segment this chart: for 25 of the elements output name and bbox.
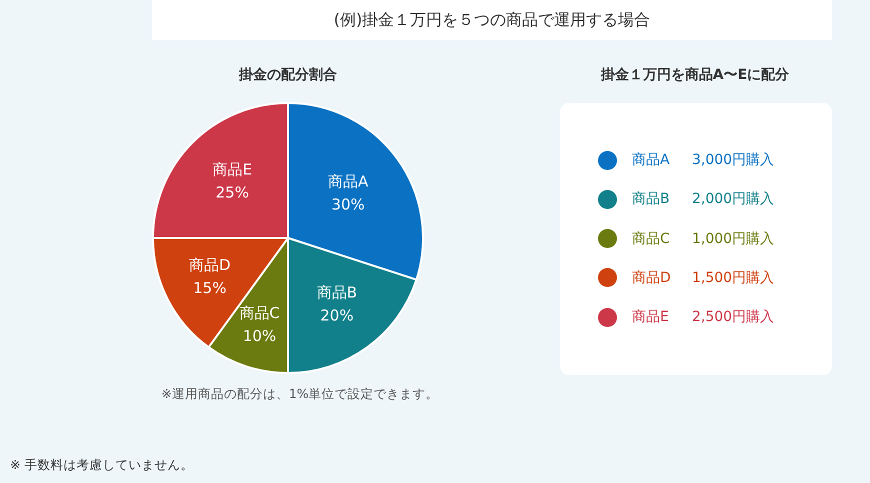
category-label: 商品B	[632, 190, 670, 208]
text: (例)掛金１万円を５つの商品で運用する場合	[334, 10, 650, 30]
slice-label: 商品D	[189, 256, 231, 274]
slice-label: 商品B	[316, 284, 358, 302]
category-label: 商品C	[632, 230, 670, 248]
data-label: 20%	[320, 306, 354, 325]
text: 掛金１万円を商品A〜Eに配分	[600, 66, 790, 84]
text: 2,500円購入	[692, 309, 774, 326]
text: 1,500円購入	[692, 270, 774, 286]
data-label: 10%	[242, 327, 276, 346]
category-label: 商品E	[632, 308, 669, 326]
slice-label: 商品A	[328, 172, 369, 191]
data-label: 25%	[216, 184, 249, 202]
text: ※ 手数料は考慮していません。	[10, 457, 194, 473]
data-label: 15%	[193, 279, 226, 298]
slice-label: 商品E	[212, 160, 252, 179]
text: ※運用商品の配分は、1%単位で設定できます。	[161, 386, 439, 402]
category-label: 商品A	[632, 151, 670, 169]
text: 1,000円購入	[692, 230, 774, 247]
data-label: 30%	[331, 196, 365, 214]
chart-subtitle: 掛金の配分割合	[239, 66, 337, 84]
text: 3,000円購入	[692, 152, 774, 168]
category-label: 商品D	[632, 268, 671, 287]
slice-label: 商品C	[239, 304, 280, 322]
text: 2,000円購入	[692, 191, 774, 208]
